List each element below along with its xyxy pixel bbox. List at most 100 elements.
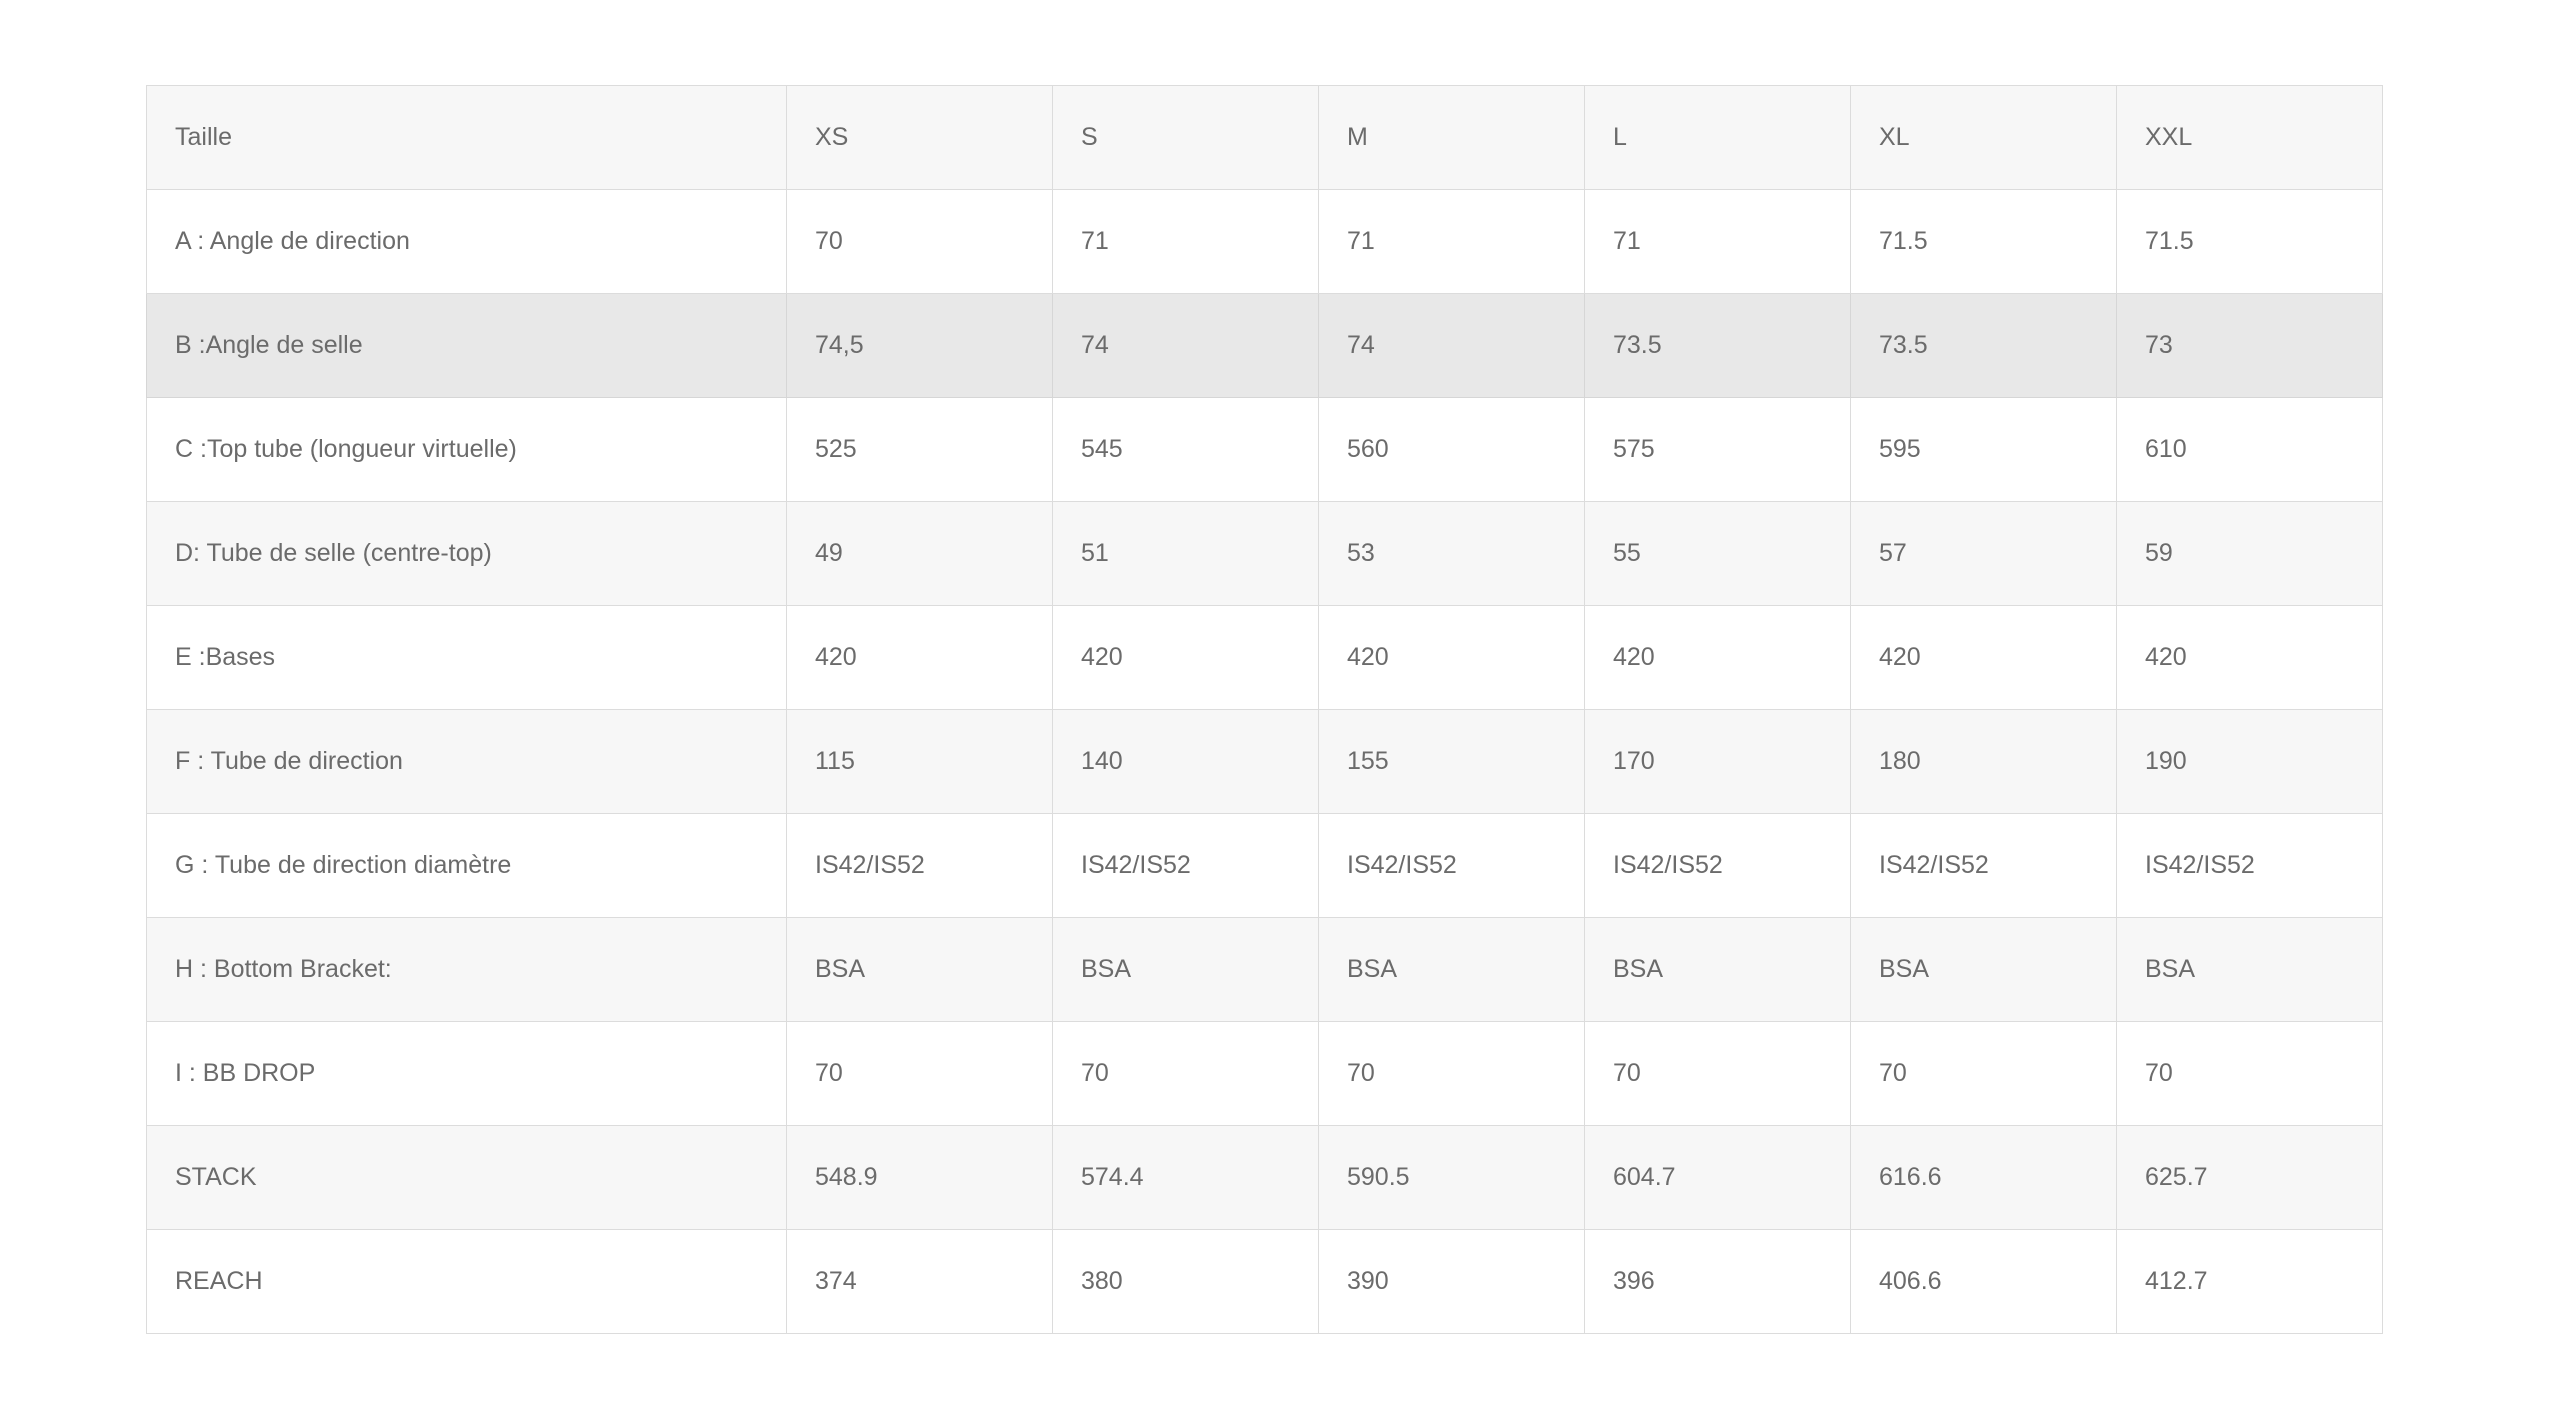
table-cell: 71.5 xyxy=(1850,189,2117,294)
table-cell: 420 xyxy=(1318,605,1585,710)
table-cell: BSA xyxy=(1850,917,2117,1022)
table-cell: BSA xyxy=(786,917,1053,1022)
table-cell: 420 xyxy=(786,605,1053,710)
table-cell: 70 xyxy=(786,189,1053,294)
geometry-table-container: Taille XS S M L XL XXL A : Angle de dire… xyxy=(146,85,2383,1334)
row-label: H : Bottom Bracket: xyxy=(146,917,787,1022)
table-cell: 420 xyxy=(1584,605,1851,710)
table-cell: IS42/IS52 xyxy=(2116,813,2383,918)
table-cell: 71.5 xyxy=(2116,189,2383,294)
table-cell: BSA xyxy=(1584,917,1851,1022)
table-cell: IS42/IS52 xyxy=(1318,813,1585,918)
table-cell: 616.6 xyxy=(1850,1125,2117,1230)
table-cell: 380 xyxy=(1052,1229,1319,1334)
table-cell: 115 xyxy=(786,709,1053,814)
row-label: B :Angle de selle xyxy=(146,293,787,398)
table-cell: IS42/IS52 xyxy=(786,813,1053,918)
table-cell: 575 xyxy=(1584,397,1851,502)
table-cell: 420 xyxy=(1052,605,1319,710)
column-header-size-xxl: XXL xyxy=(2116,85,2383,190)
table-cell: 525 xyxy=(786,397,1053,502)
table-row[interactable]: E :Bases 420 420 420 420 420 420 xyxy=(146,605,2383,710)
table-cell: BSA xyxy=(1318,917,1585,1022)
table-cell: 374 xyxy=(786,1229,1053,1334)
table-header: Taille XS S M L XL XXL xyxy=(146,85,2383,190)
table-cell: 73.5 xyxy=(1850,293,2117,398)
table-cell: 74,5 xyxy=(786,293,1053,398)
table-cell: 51 xyxy=(1052,501,1319,606)
table-cell: 420 xyxy=(1850,605,2117,710)
table-cell: 548.9 xyxy=(786,1125,1053,1230)
table-cell: 140 xyxy=(1052,709,1319,814)
table-body: A : Angle de direction 70 71 71 71 71.5 71.5 B … xyxy=(146,189,2383,1334)
row-label: C :Top tube (longueur virtuelle) xyxy=(146,397,787,502)
table-cell: 420 xyxy=(2116,605,2383,710)
table-cell: IS42/IS52 xyxy=(1052,813,1319,918)
row-label: A : Angle de direction xyxy=(146,189,787,294)
table-cell: 406.6 xyxy=(1850,1229,2117,1334)
table-cell: 190 xyxy=(2116,709,2383,814)
column-header-size-xs: XS xyxy=(786,85,1053,190)
column-header-size-s: S xyxy=(1052,85,1319,190)
table-row[interactable]: REACH 374 380 390 396 406.6 412.7 xyxy=(146,1229,2383,1334)
table-cell: 59 xyxy=(2116,501,2383,606)
table-cell: 625.7 xyxy=(2116,1125,2383,1230)
table-cell: 74 xyxy=(1052,293,1319,398)
row-label: REACH xyxy=(146,1229,787,1334)
table-cell: 70 xyxy=(1850,1021,2117,1126)
table-cell: 71 xyxy=(1052,189,1319,294)
table-cell: 396 xyxy=(1584,1229,1851,1334)
table-cell: IS42/IS52 xyxy=(1584,813,1851,918)
table-cell: 610 xyxy=(2116,397,2383,502)
table-cell: 545 xyxy=(1052,397,1319,502)
table-cell: 155 xyxy=(1318,709,1585,814)
table-row[interactable]: A : Angle de direction 70 71 71 71 71.5 71.5 xyxy=(146,189,2383,294)
table-cell: 574.4 xyxy=(1052,1125,1319,1230)
table-cell: 70 xyxy=(2116,1021,2383,1126)
table-row[interactable]: F : Tube de direction 115 140 155 170 180 190 xyxy=(146,709,2383,814)
table-cell: BSA xyxy=(2116,917,2383,1022)
table-cell: 595 xyxy=(1850,397,2117,502)
table-row[interactable]: H : Bottom Bracket: BSA BSA BSA BSA BSA BSA xyxy=(146,917,2383,1022)
table-cell: 70 xyxy=(1584,1021,1851,1126)
bike-geometry-table: Taille XS S M L XL XXL A : Angle de dire… xyxy=(146,85,2383,1334)
table-cell: 71 xyxy=(1584,189,1851,294)
table-row[interactable]: D: Tube de selle (centre-top) 49 51 53 55 57 5… xyxy=(146,501,2383,606)
column-header-size-m: M xyxy=(1318,85,1585,190)
table-cell: 180 xyxy=(1850,709,2117,814)
table-cell: 590.5 xyxy=(1318,1125,1585,1230)
table-row[interactable]: C :Top tube (longueur virtuelle) 525 545 56… xyxy=(146,397,2383,502)
table-cell: 73 xyxy=(2116,293,2383,398)
table-cell: 390 xyxy=(1318,1229,1585,1334)
row-label: E :Bases xyxy=(146,605,787,710)
table-header-row: Taille XS S M L XL XXL xyxy=(146,85,2383,190)
table-cell: 560 xyxy=(1318,397,1585,502)
column-header-size-l: L xyxy=(1584,85,1851,190)
table-row[interactable]: STACK 548.9 574.4 590.5 604.7 616.6 625.7 xyxy=(146,1125,2383,1230)
table-cell: 70 xyxy=(1318,1021,1585,1126)
table-cell: 412.7 xyxy=(2116,1229,2383,1334)
table-cell: 70 xyxy=(786,1021,1053,1126)
table-cell: 70 xyxy=(1052,1021,1319,1126)
column-header-measure: Taille xyxy=(146,85,787,190)
row-label: STACK xyxy=(146,1125,787,1230)
table-row[interactable]: G : Tube de direction diamètre IS42/IS52 I… xyxy=(146,813,2383,918)
column-header-size-xl: XL xyxy=(1850,85,2117,190)
table-cell: 170 xyxy=(1584,709,1851,814)
row-label: I : BB DROP xyxy=(146,1021,787,1126)
table-cell: 71 xyxy=(1318,189,1585,294)
table-cell: 73.5 xyxy=(1584,293,1851,398)
table-cell: 53 xyxy=(1318,501,1585,606)
table-row[interactable]: B :Angle de selle 74,5 74 74 73.5 73.5 73 xyxy=(146,293,2383,398)
table-row[interactable]: I : BB DROP 70 70 70 70 70 70 xyxy=(146,1021,2383,1126)
table-cell: BSA xyxy=(1052,917,1319,1022)
table-cell: 55 xyxy=(1584,501,1851,606)
row-label: G : Tube de direction diamètre xyxy=(146,813,787,918)
table-cell: IS42/IS52 xyxy=(1850,813,2117,918)
table-cell: 604.7 xyxy=(1584,1125,1851,1230)
table-cell: 74 xyxy=(1318,293,1585,398)
row-label: D: Tube de selle (centre-top) xyxy=(146,501,787,606)
row-label: F : Tube de direction xyxy=(146,709,787,814)
table-cell: 49 xyxy=(786,501,1053,606)
table-cell: 57 xyxy=(1850,501,2117,606)
